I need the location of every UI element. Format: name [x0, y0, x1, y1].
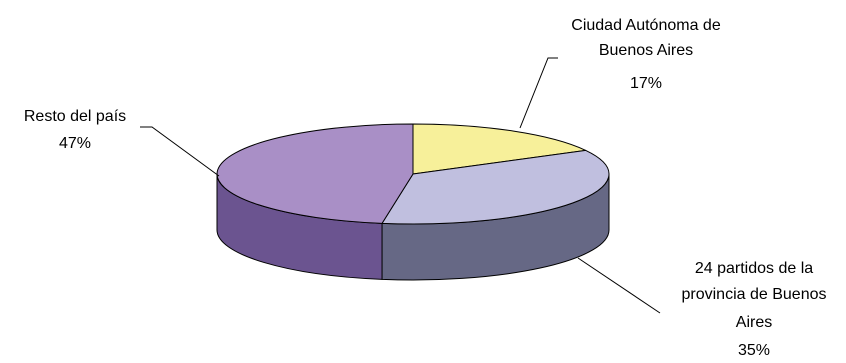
- slice-label-1-line-1: Ciudad Autónoma de: [571, 17, 721, 34]
- slice-label-2-line-1: 24 partidos de la: [695, 260, 813, 277]
- slice-label-2-line-3: Aires: [736, 314, 772, 331]
- leader-lines: [140, 57, 661, 314]
- leader-line-2: [577, 257, 661, 314]
- pie-tops: [216, 123, 610, 225]
- slice-label-2-line-2: provincia de Buenos: [682, 286, 827, 303]
- slice-percent-2: 35%: [738, 342, 770, 358]
- slice-labels: Ciudad Autónoma de Buenos Aires 17% 24 part…: [24, 17, 827, 359]
- pie-slice-1: [412, 123, 587, 175]
- leader-line-1: [519, 57, 558, 129]
- leader-line-3: [140, 126, 220, 177]
- slice-label-1-line-2: Buenos Aires: [599, 42, 693, 59]
- slice-percent-3: 47%: [59, 135, 91, 152]
- slice-label-3-line-1: Resto del país: [24, 108, 126, 125]
- pie-slice-2: [381, 149, 610, 225]
- slice-percent-1: 17%: [630, 75, 662, 92]
- pie-slice-3: [216, 123, 414, 224]
